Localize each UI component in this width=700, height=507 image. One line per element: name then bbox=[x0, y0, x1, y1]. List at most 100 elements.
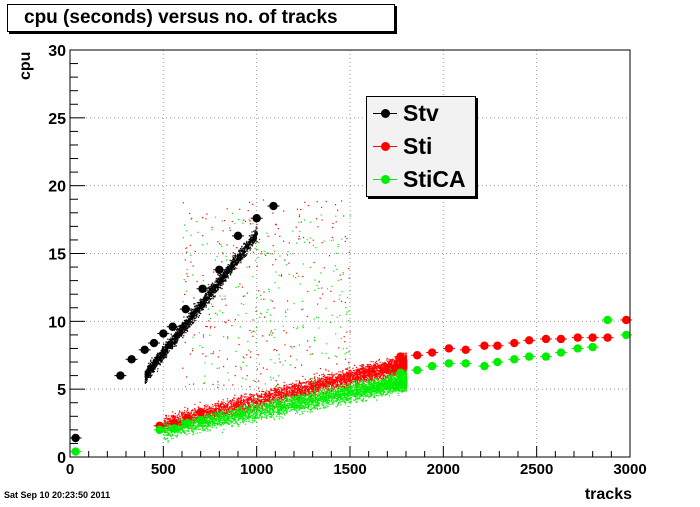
scatter-point bbox=[183, 411, 185, 414]
scatter-point bbox=[370, 383, 372, 385]
scatter-point bbox=[396, 359, 398, 361]
scatter-point bbox=[240, 403, 243, 405]
scatter-point bbox=[362, 373, 364, 375]
scatter-point bbox=[343, 378, 345, 380]
scatter-point bbox=[340, 382, 342, 384]
scatter-point bbox=[297, 386, 299, 388]
scatter-point bbox=[357, 371, 359, 373]
scatter-point bbox=[342, 370, 344, 372]
scatter-point bbox=[234, 402, 236, 404]
scatter-point bbox=[304, 389, 306, 391]
scatter-point bbox=[288, 386, 290, 388]
scatter-point bbox=[380, 372, 382, 374]
scatter-point bbox=[310, 385, 312, 387]
scatter-point bbox=[293, 398, 295, 400]
scatter-point bbox=[370, 370, 372, 372]
scatter-point bbox=[341, 376, 343, 378]
scatter-point bbox=[297, 396, 299, 399]
scatter-point bbox=[366, 375, 368, 377]
scatter-point bbox=[349, 377, 351, 379]
scatter-point bbox=[191, 420, 193, 422]
scatter-point bbox=[266, 390, 268, 392]
scatter-outlier bbox=[190, 261, 192, 263]
scatter-point bbox=[397, 359, 399, 361]
scatter-point bbox=[365, 371, 367, 373]
scatter-point bbox=[397, 360, 399, 362]
scatter-point bbox=[392, 363, 394, 365]
scatter-point bbox=[258, 404, 260, 406]
scatter-point bbox=[394, 374, 396, 376]
scatter-point bbox=[288, 390, 290, 392]
scatter-point bbox=[389, 372, 391, 374]
scatter-point bbox=[260, 399, 262, 401]
scatter-point bbox=[217, 400, 219, 402]
scatter-point bbox=[218, 409, 220, 411]
scatter-point bbox=[285, 395, 287, 397]
scatter-point bbox=[298, 382, 300, 384]
scatter-point bbox=[260, 402, 262, 404]
scatter-point bbox=[269, 392, 271, 394]
scatter-point bbox=[331, 374, 333, 376]
scatter-point bbox=[390, 373, 392, 375]
scatter-point bbox=[178, 415, 181, 417]
scatter-point bbox=[281, 398, 283, 401]
scatter-point bbox=[400, 366, 402, 368]
scatter-outlier bbox=[273, 307, 275, 309]
scatter-point bbox=[255, 398, 257, 400]
scatter-point bbox=[332, 378, 334, 380]
scatter-point bbox=[266, 393, 268, 395]
scatter-point bbox=[358, 377, 361, 379]
scatter-point bbox=[403, 353, 405, 355]
scatter-point bbox=[243, 399, 245, 401]
scatter-point bbox=[368, 363, 370, 366]
scatter-point bbox=[314, 385, 317, 387]
scatter-point bbox=[181, 414, 183, 416]
scatter-point bbox=[378, 374, 380, 376]
scatter-point bbox=[378, 359, 380, 361]
scatter-point bbox=[280, 397, 282, 399]
scatter-point bbox=[228, 409, 230, 411]
scatter-point bbox=[355, 368, 357, 371]
scatter-point bbox=[309, 384, 312, 386]
scatter-point bbox=[184, 410, 186, 412]
scatter-point bbox=[382, 377, 384, 379]
scatter-point bbox=[321, 374, 323, 376]
scatter-point bbox=[380, 368, 382, 370]
scatter-cloud-sti bbox=[163, 199, 408, 436]
scatter-point bbox=[370, 366, 372, 368]
scatter-point bbox=[385, 367, 387, 369]
scatter-point bbox=[350, 379, 352, 382]
scatter-point bbox=[210, 406, 212, 408]
scatter-point bbox=[360, 373, 362, 375]
scatter-point bbox=[182, 414, 184, 416]
scatter-point bbox=[352, 367, 354, 369]
scatter-point bbox=[402, 386, 404, 388]
scatter-point bbox=[256, 392, 258, 395]
scatter-point bbox=[230, 408, 232, 410]
scatter-point bbox=[264, 395, 266, 397]
scatter-outlier bbox=[225, 322, 227, 324]
scatter-point bbox=[406, 359, 408, 361]
scatter-outlier bbox=[212, 351, 215, 353]
scatter-point bbox=[284, 390, 286, 392]
scatter-point bbox=[365, 379, 367, 381]
scatter-point bbox=[308, 383, 310, 385]
scatter-point bbox=[376, 368, 378, 370]
scatter-point bbox=[405, 365, 407, 367]
scatter-point bbox=[264, 400, 266, 403]
scatter-point bbox=[258, 399, 260, 401]
scatter-point bbox=[362, 364, 364, 366]
scatter-point bbox=[220, 403, 222, 405]
scatter-outlier bbox=[240, 247, 242, 249]
scatter-point bbox=[318, 374, 321, 377]
scatter-point bbox=[297, 389, 299, 391]
scatter-outlier bbox=[283, 330, 285, 332]
scatter-point bbox=[258, 387, 260, 389]
scatter-point bbox=[204, 407, 206, 409]
scatter-point bbox=[287, 387, 289, 389]
scatter-point bbox=[290, 386, 292, 388]
scatter-point bbox=[368, 373, 370, 375]
scatter-point bbox=[337, 384, 339, 386]
scatter-point bbox=[327, 382, 329, 384]
scatter-point bbox=[262, 398, 265, 400]
